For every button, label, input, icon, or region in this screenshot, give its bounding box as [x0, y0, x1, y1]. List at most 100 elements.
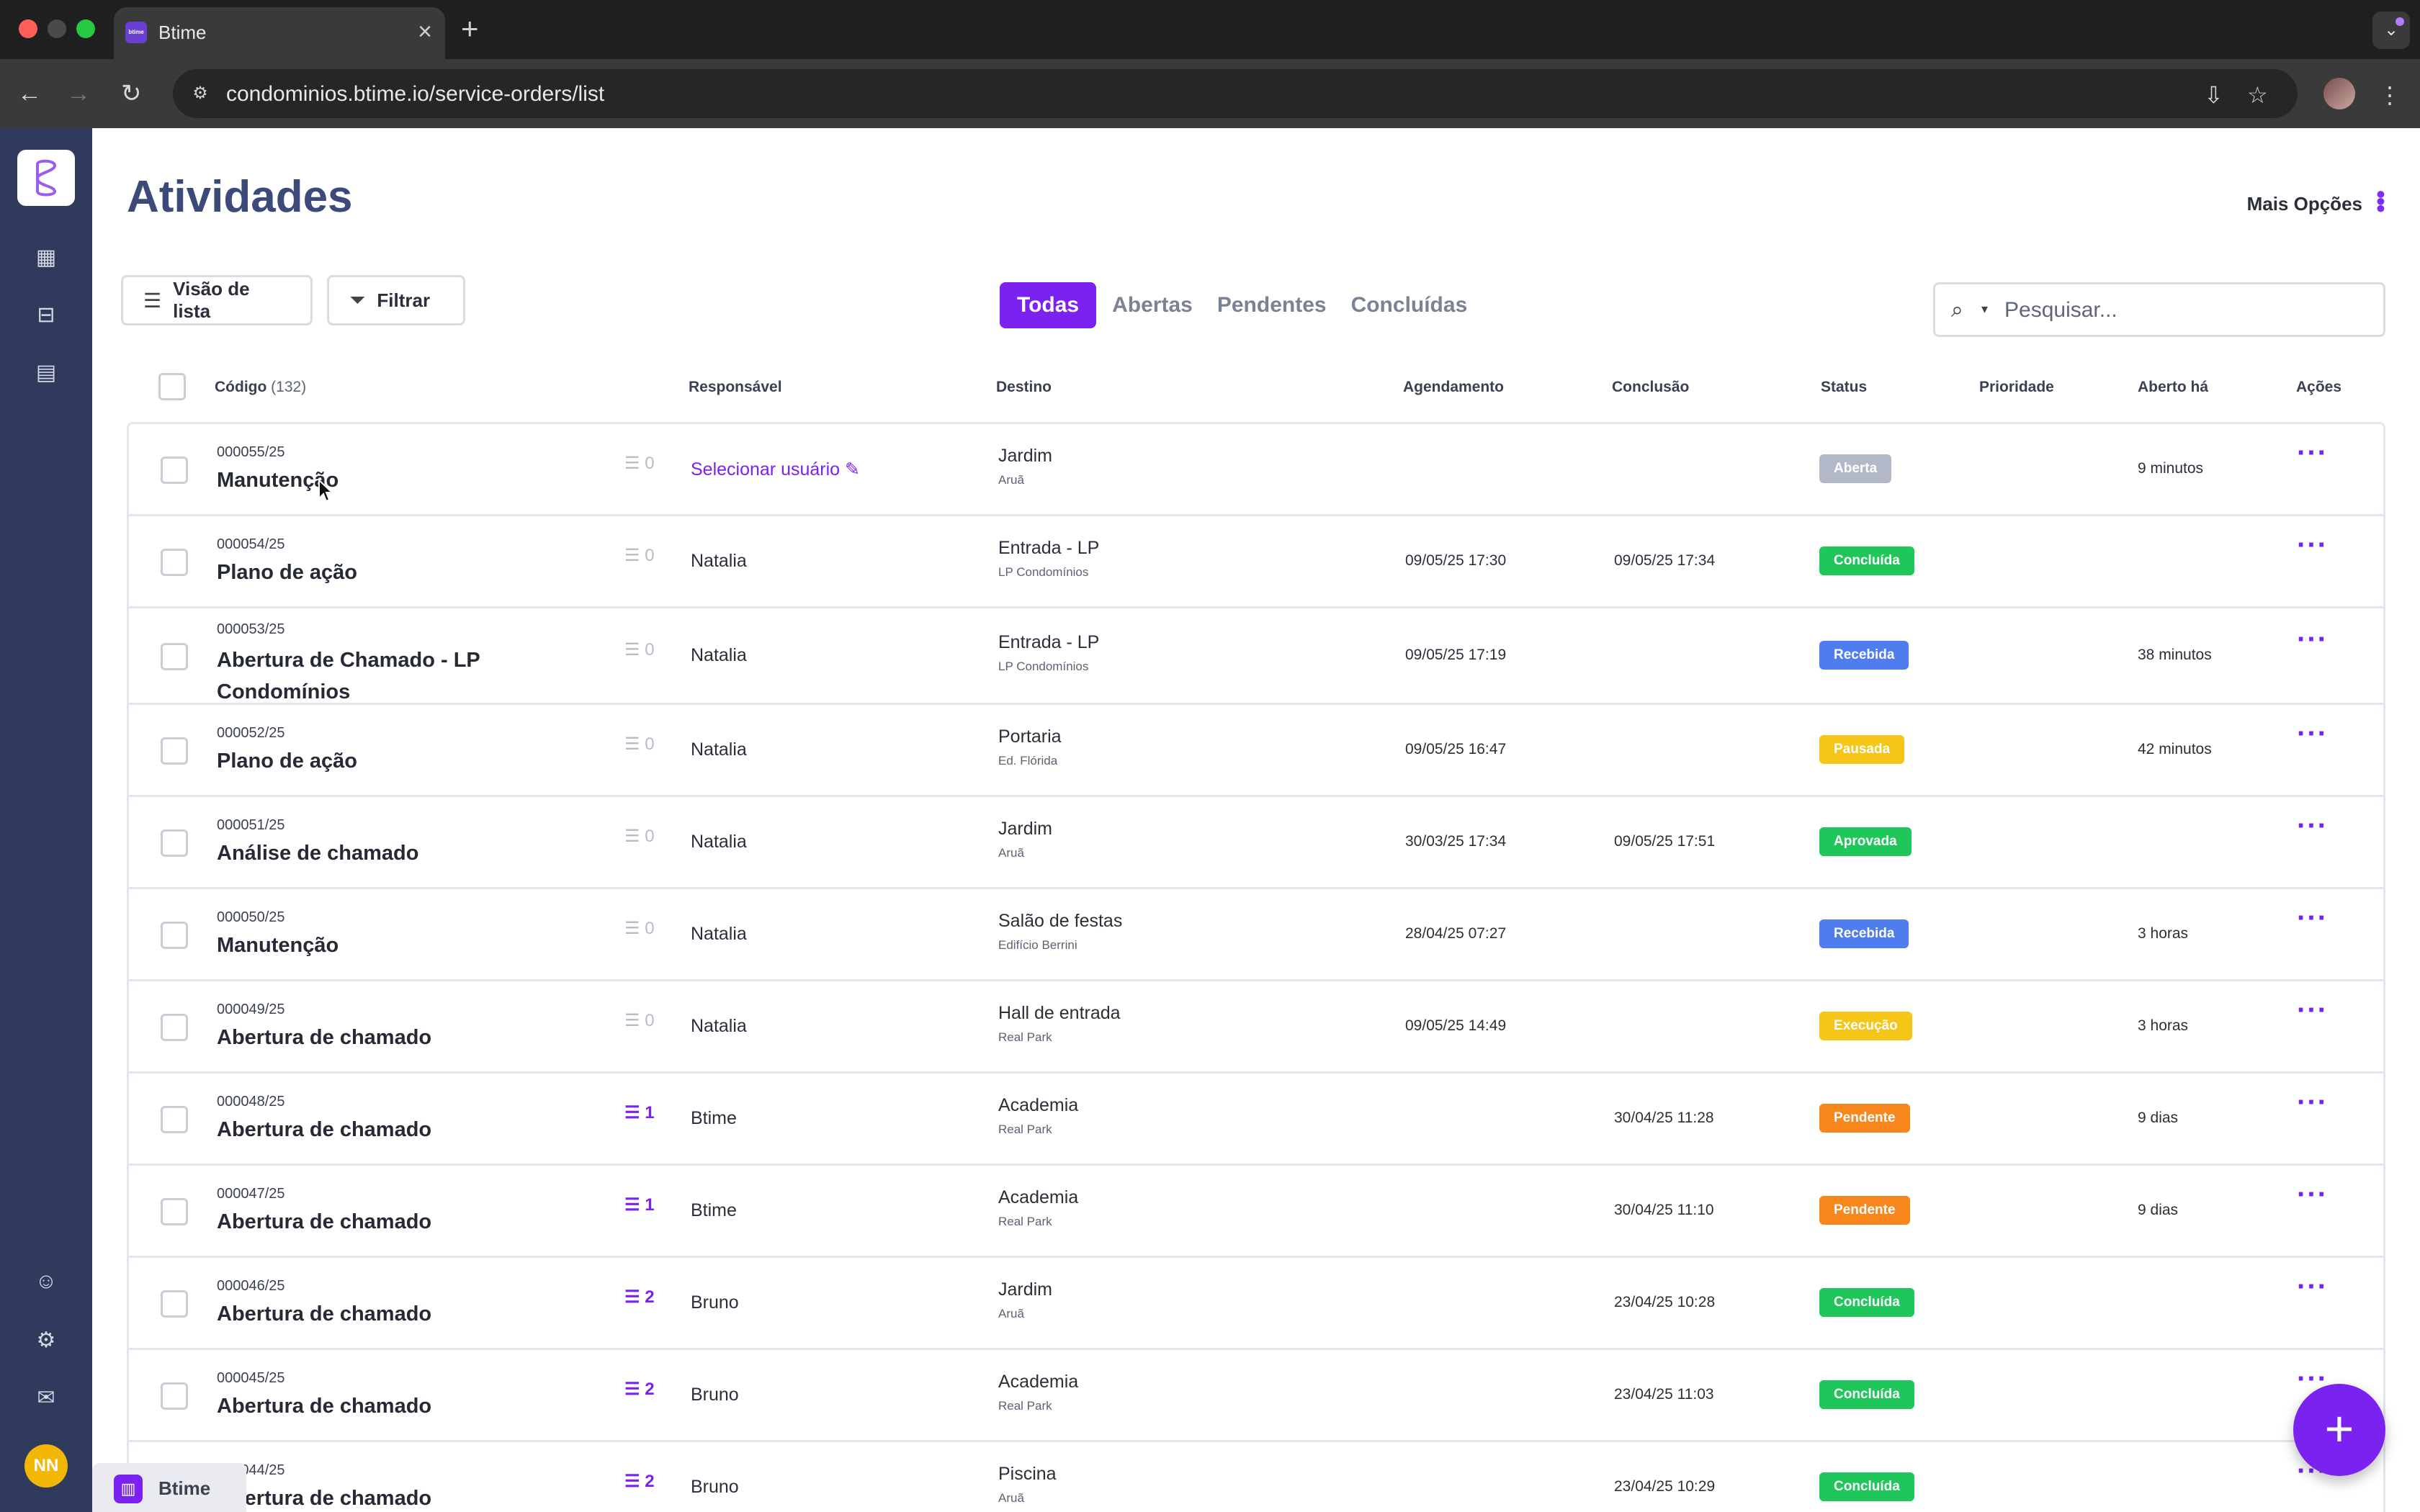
row-actions-menu-icon[interactable]: ··· [2297, 624, 2328, 655]
checklist-count[interactable]: ☰ 0 [624, 546, 655, 565]
header-priority[interactable]: Prioridade [1979, 379, 2054, 395]
row-checkbox[interactable] [161, 1382, 188, 1410]
bookmark-star-icon[interactable]: ☆ [2247, 82, 2268, 108]
back-arrow-icon[interactable]: ← [17, 80, 42, 107]
add-activity-button[interactable]: + [2293, 1384, 2385, 1476]
forward-arrow-icon[interactable]: → [66, 80, 91, 107]
table-row[interactable]: 000044/25 Abertura de chamado ☰ 2 Bruno … [129, 1442, 2383, 1512]
clipboard-icon[interactable]: ▤ [35, 361, 57, 384]
minimize-window-button[interactable] [48, 19, 66, 38]
row-actions-menu-icon[interactable]: ··· [2297, 1086, 2328, 1118]
tab-concluidas[interactable]: Concluídas [1350, 293, 1468, 317]
row-title[interactable]: Abertura de chamado [217, 1118, 432, 1141]
checklist-count[interactable]: ☰ 2 [624, 1380, 655, 1399]
tab-todas[interactable]: Todas [1000, 282, 1097, 328]
dashboard-icon[interactable]: ▦ [35, 246, 57, 269]
row-actions-menu-icon[interactable]: ··· [2297, 529, 2328, 561]
new-tab-icon[interactable]: + [461, 12, 479, 45]
table-row[interactable]: 000050/25 Manutenção ☰ 0 Natalia Salão d… [129, 889, 2383, 981]
row-title[interactable]: Abertura de chamado [217, 1210, 432, 1233]
row-checkbox[interactable] [161, 1014, 188, 1041]
more-options-dots-icon[interactable]: ••• [2367, 190, 2394, 212]
search-input[interactable] [2004, 294, 2365, 326]
checklist-count[interactable]: ☰ 2 [624, 1472, 655, 1491]
search-icon[interactable]: ⌕ [1951, 298, 1963, 322]
header-code[interactable]: Código (132) [215, 379, 307, 395]
row-checkbox[interactable] [161, 737, 188, 765]
checklist-count[interactable]: ☰ 0 [624, 454, 655, 473]
checklist-count[interactable]: ☰ 1 [624, 1195, 655, 1215]
user-avatar[interactable]: NN [24, 1444, 68, 1488]
header-conclusion[interactable]: Conclusão [1612, 379, 1690, 395]
table-row[interactable]: 000055/25 Manutenção ☰ 0 Selecionar usuá… [129, 424, 2383, 516]
search-type-dropdown-icon[interactable]: ▾ [1981, 302, 1989, 316]
reload-icon[interactable]: ↻ [121, 80, 142, 107]
checklist-count[interactable]: ☰ 0 [624, 827, 655, 846]
row-title[interactable]: Abertura de chamado [217, 1302, 432, 1326]
checklist-count[interactable]: ☰ 1 [624, 1103, 655, 1122]
row-actions-menu-icon[interactable]: ··· [2297, 437, 2328, 469]
row-title[interactable]: Abertura de Chamado - LP Condomínios [217, 649, 480, 703]
close-window-button[interactable] [19, 19, 37, 38]
row-actions-menu-icon[interactable]: ··· [2297, 810, 2328, 842]
table-row[interactable]: 000051/25 Análise de chamado ☰ 0 Natalia… [129, 797, 2383, 889]
table-row[interactable]: 000053/25 Abertura de Chamado - LP Condo… [129, 608, 2383, 705]
row-actions-menu-icon[interactable]: ··· [2297, 718, 2328, 750]
row-checkbox[interactable] [161, 922, 188, 949]
btime-logo[interactable] [17, 150, 75, 206]
profile-avatar[interactable] [2323, 78, 2355, 109]
row-checkbox[interactable] [161, 643, 188, 670]
address-bar[interactable]: ⚙ condominios.btime.io/service-orders/li… [173, 69, 2298, 118]
row-responsible[interactable]: Selecionar usuário ✎ [691, 459, 860, 480]
install-app-icon[interactable]: ⇩ [2204, 82, 2223, 108]
filter-button[interactable]: ⏷ Filtrar [327, 275, 465, 325]
bottom-app-chip[interactable]: ▥ Btime [92, 1463, 246, 1512]
row-title[interactable]: Manutenção [217, 934, 339, 957]
row-checkbox[interactable] [161, 1290, 188, 1318]
header-open-for[interactable]: Aberto há [2138, 379, 2209, 395]
table-row[interactable]: 000052/25 Plano de ação ☰ 0 Natalia Port… [129, 705, 2383, 797]
select-all-checkbox[interactable] [158, 373, 186, 400]
maximize-window-button[interactable] [76, 19, 95, 38]
table-row[interactable]: 000048/25 Abertura de chamado ☰ 1 Btime … [129, 1074, 2383, 1166]
header-responsible[interactable]: Responsável [689, 379, 782, 395]
row-title[interactable]: Abertura de chamado [217, 1487, 432, 1510]
table-row[interactable]: 000046/25 Abertura de chamado ☰ 2 Bruno … [129, 1258, 2383, 1350]
row-title[interactable]: Manutenção [217, 469, 339, 492]
row-title[interactable]: Análise de chamado [217, 842, 419, 865]
close-tab-icon[interactable]: × [418, 18, 432, 45]
browser-tab[interactable]: btime Btime × [114, 7, 445, 59]
gear-icon[interactable]: ⚙ [36, 1328, 56, 1352]
checklist-count[interactable]: ☰ 0 [624, 1011, 655, 1030]
table-row[interactable]: 000049/25 Abertura de chamado ☰ 0 Natali… [129, 981, 2383, 1074]
header-schedule[interactable]: Agendamento [1403, 379, 1505, 395]
row-actions-menu-icon[interactable]: ··· [2297, 1179, 2328, 1210]
row-title[interactable]: Abertura de chamado [217, 1026, 432, 1049]
list-view-button[interactable]: ☰ Visão de lista [121, 275, 313, 325]
checklist-count[interactable]: ☰ 0 [624, 919, 655, 938]
row-actions-menu-icon[interactable]: ··· [2297, 994, 2328, 1026]
row-title[interactable]: Plano de ação [217, 561, 358, 584]
row-checkbox[interactable] [161, 829, 188, 857]
header-destination[interactable]: Destino [996, 379, 1052, 395]
row-actions-menu-icon[interactable]: ··· [2297, 1271, 2328, 1302]
row-checkbox[interactable] [161, 549, 188, 576]
chat-icon[interactable]: ✉ [37, 1386, 55, 1410]
row-actions-menu-icon[interactable]: ··· [2297, 1363, 2328, 1395]
checklist-count[interactable]: ☰ 0 [624, 734, 655, 754]
tab-search-chevron-icon[interactable]: ⌄ [2372, 12, 2410, 49]
site-settings-icon[interactable]: ⚙ [192, 84, 208, 103]
header-status[interactable]: Status [1821, 379, 1868, 395]
browser-menu-icon[interactable]: ⋮ [2378, 82, 2401, 108]
tab-abertas[interactable]: Abertas [1112, 293, 1193, 317]
row-actions-menu-icon[interactable]: ··· [2297, 902, 2328, 934]
checklist-count[interactable]: ☰ 2 [624, 1287, 655, 1307]
row-title[interactable]: Abertura de chamado [217, 1395, 432, 1418]
edit-pencil-icon[interactable]: ✎ [845, 459, 860, 480]
tab-pendentes[interactable]: Pendentes [1216, 293, 1327, 317]
more-options-button[interactable]: Mais Opções [2246, 193, 2362, 215]
table-row[interactable]: 000047/25 Abertura de chamado ☰ 1 Btime … [129, 1166, 2383, 1258]
users-icon[interactable]: ☺ [35, 1269, 58, 1293]
row-checkbox[interactable] [161, 1106, 188, 1133]
table-row[interactable]: 000054/25 Plano de ação ☰ 0 Natalia Entr… [129, 516, 2383, 608]
